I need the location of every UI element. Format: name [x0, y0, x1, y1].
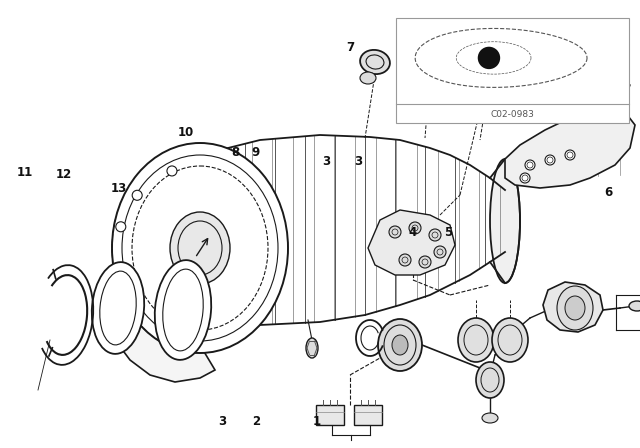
Text: 12: 12 — [56, 168, 72, 181]
Ellipse shape — [458, 318, 494, 362]
Bar — [316, 405, 344, 425]
Ellipse shape — [155, 260, 211, 360]
Ellipse shape — [476, 362, 504, 398]
Text: 2: 2 — [252, 414, 260, 428]
Circle shape — [434, 246, 446, 258]
Circle shape — [116, 222, 126, 232]
Ellipse shape — [629, 301, 640, 311]
Ellipse shape — [378, 319, 422, 371]
Bar — [396, 18, 629, 123]
Ellipse shape — [590, 76, 610, 102]
Circle shape — [116, 264, 126, 274]
Circle shape — [132, 190, 142, 200]
Ellipse shape — [468, 42, 512, 78]
Circle shape — [520, 173, 530, 183]
Text: 6: 6 — [604, 186, 612, 199]
Ellipse shape — [490, 159, 520, 283]
Text: 13: 13 — [110, 181, 127, 195]
Text: 3: 3 — [355, 155, 362, 168]
Circle shape — [389, 226, 401, 238]
Polygon shape — [505, 110, 635, 188]
Circle shape — [132, 296, 142, 306]
Text: 7: 7 — [347, 40, 355, 54]
Ellipse shape — [170, 212, 230, 284]
Circle shape — [565, 150, 575, 160]
Polygon shape — [368, 210, 455, 275]
Ellipse shape — [306, 338, 318, 358]
Bar — [354, 405, 382, 425]
Polygon shape — [570, 70, 630, 108]
Circle shape — [167, 320, 177, 330]
Polygon shape — [543, 282, 603, 332]
Text: 3: 3 — [323, 155, 330, 168]
Text: 1: 1 — [313, 414, 321, 428]
Circle shape — [167, 166, 177, 176]
Text: 3: 3 — [219, 414, 227, 428]
Polygon shape — [112, 285, 215, 382]
Ellipse shape — [360, 72, 376, 84]
Ellipse shape — [482, 413, 498, 423]
Text: 10: 10 — [177, 125, 194, 139]
Circle shape — [545, 155, 555, 165]
Ellipse shape — [392, 335, 408, 355]
Circle shape — [477, 47, 500, 69]
Text: 4: 4 — [409, 226, 417, 240]
Text: 9: 9 — [252, 146, 260, 159]
Text: 11: 11 — [16, 166, 33, 179]
Ellipse shape — [360, 50, 390, 74]
Ellipse shape — [92, 262, 144, 354]
Ellipse shape — [112, 143, 288, 353]
Text: C02-0983: C02-0983 — [490, 110, 534, 119]
Text: 8: 8 — [232, 146, 239, 159]
Ellipse shape — [565, 296, 585, 320]
Circle shape — [409, 222, 421, 234]
Circle shape — [429, 229, 441, 241]
Ellipse shape — [410, 42, 450, 74]
Circle shape — [399, 254, 411, 266]
Text: 5: 5 — [444, 226, 452, 240]
Circle shape — [419, 256, 431, 268]
Ellipse shape — [557, 286, 593, 330]
Ellipse shape — [492, 318, 528, 362]
Circle shape — [525, 160, 535, 170]
